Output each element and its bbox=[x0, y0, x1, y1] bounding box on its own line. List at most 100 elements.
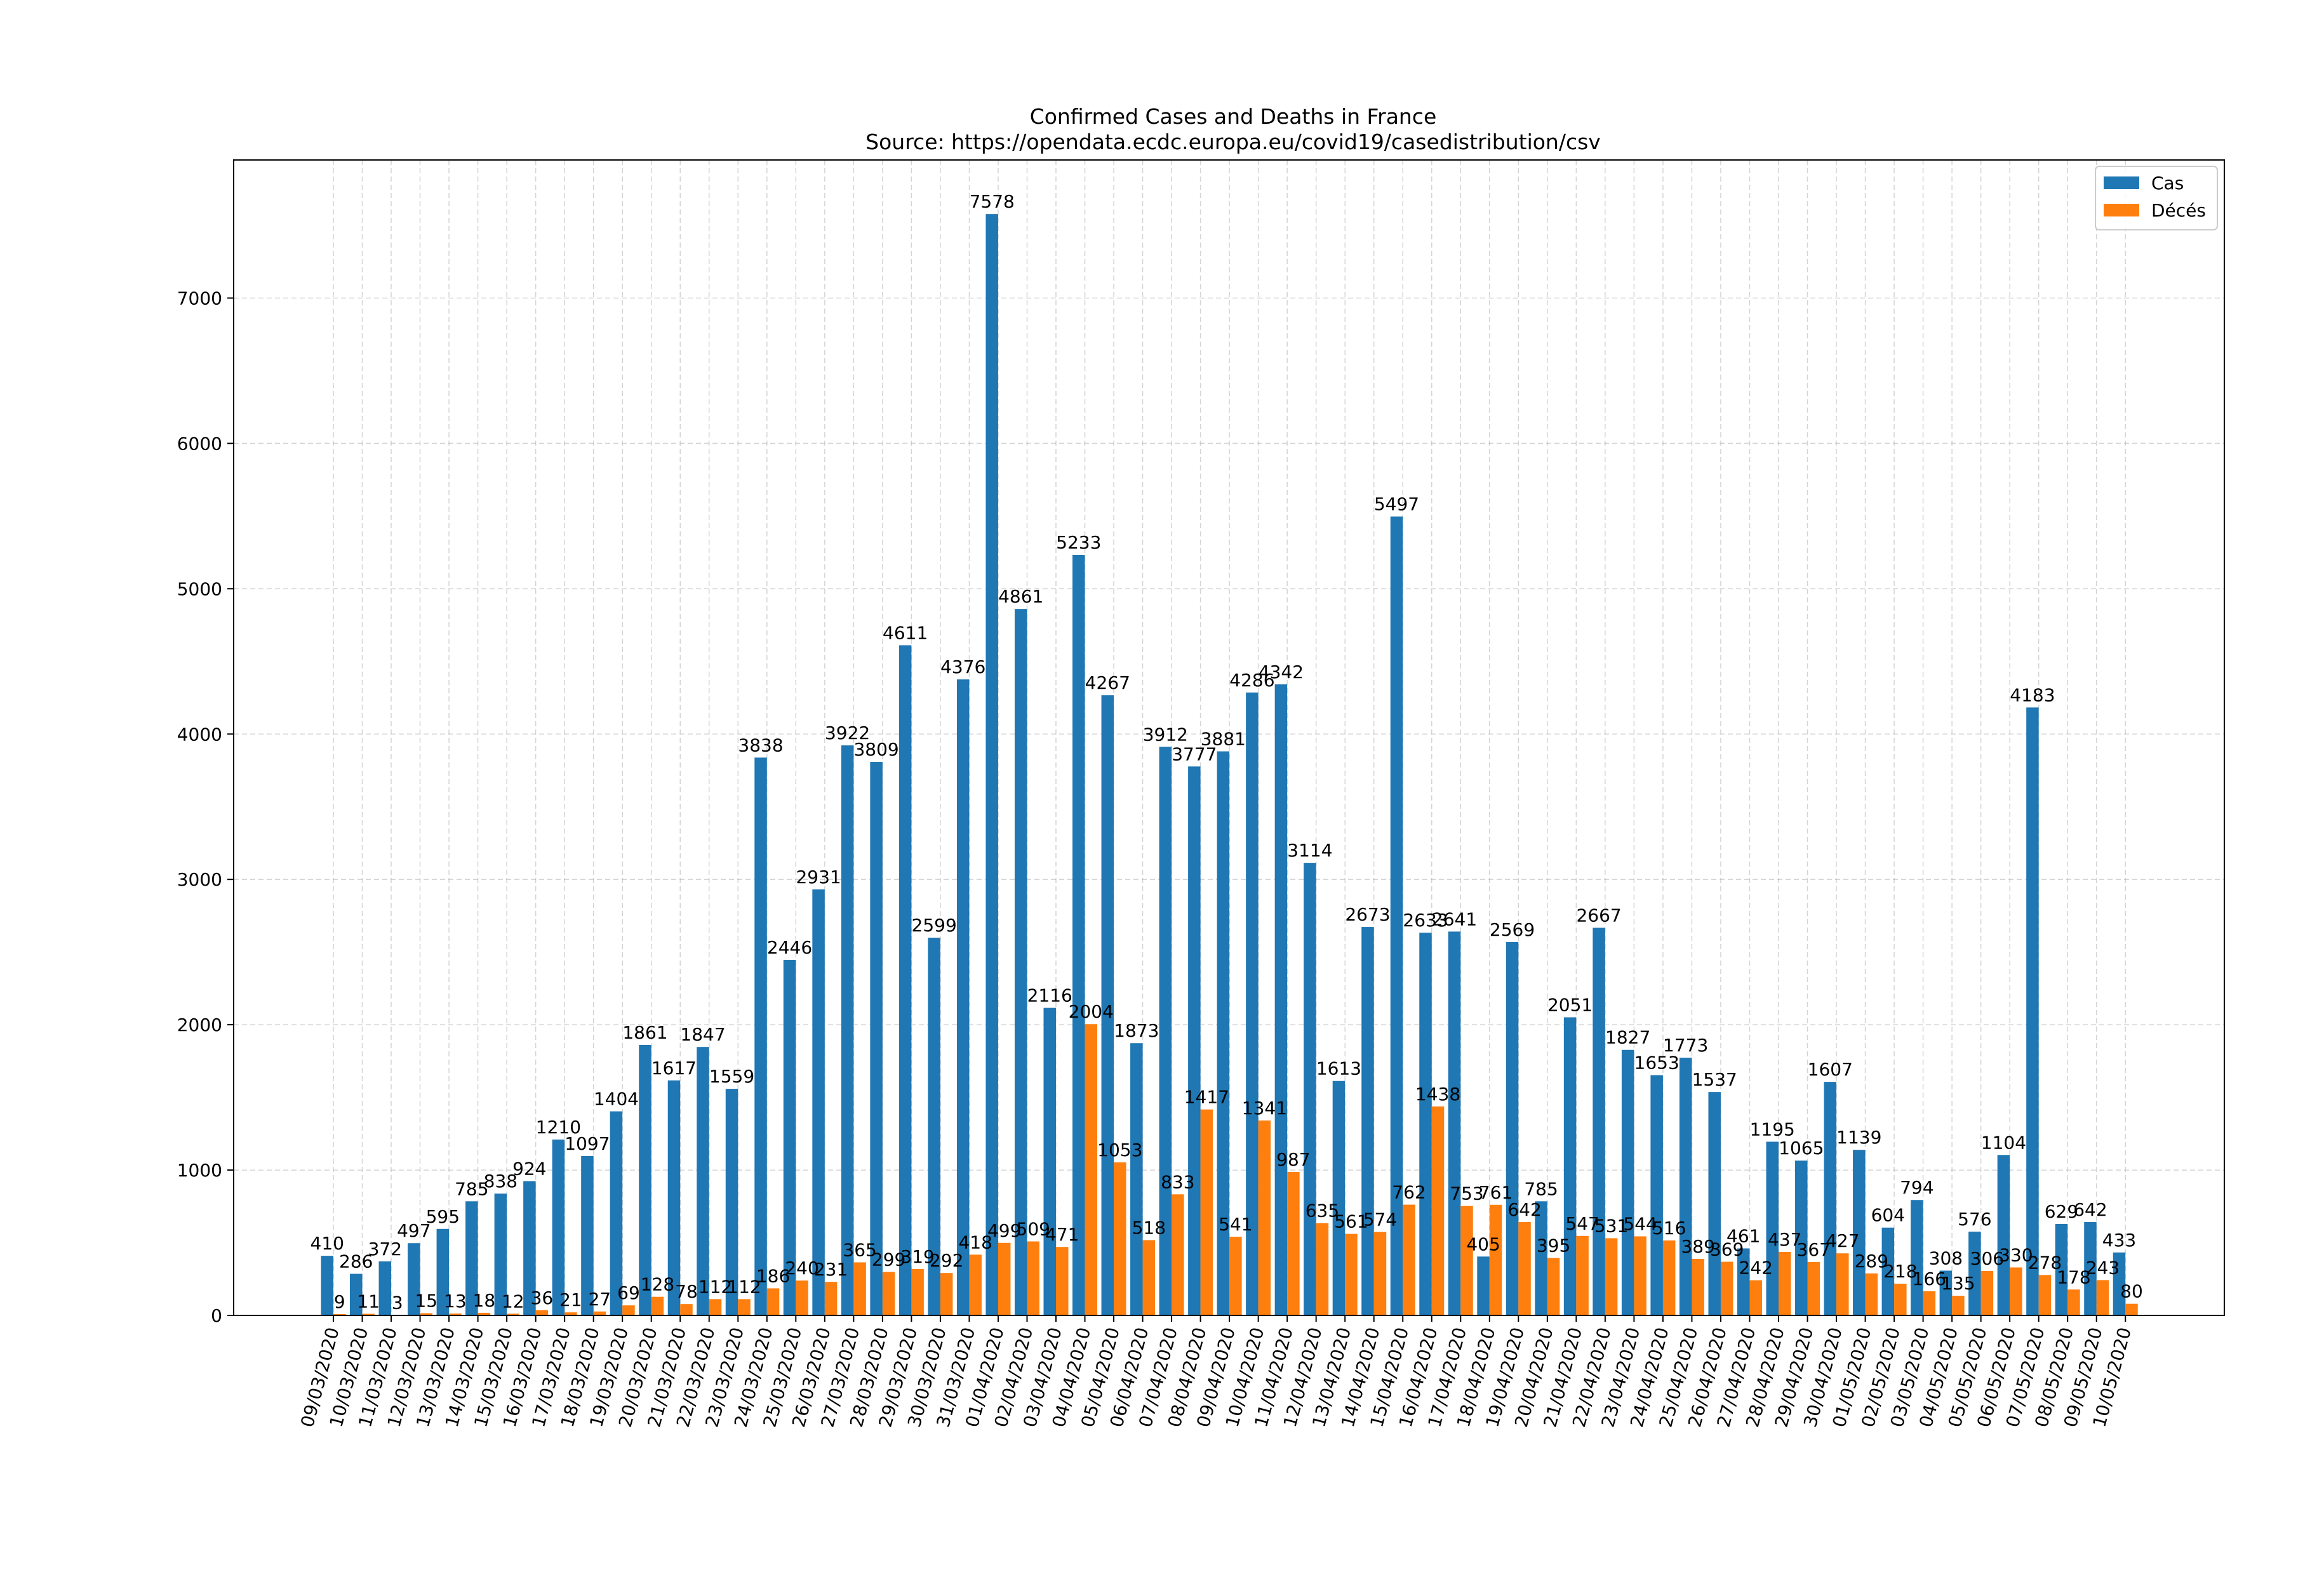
value-label-cas: 308 bbox=[1929, 1247, 1963, 1268]
bar-value-labels: 4102863724975957858389241210109714041861… bbox=[311, 191, 2143, 1313]
bar-cas bbox=[1304, 863, 1316, 1315]
value-label-deces: 299 bbox=[872, 1249, 905, 1270]
bar-cas bbox=[812, 889, 825, 1315]
value-label-deces: 13 bbox=[444, 1291, 467, 1312]
value-label-deces: 27 bbox=[589, 1289, 611, 1310]
value-label-cas: 4342 bbox=[1259, 662, 1304, 682]
y-tick-label: 6000 bbox=[177, 433, 222, 454]
value-label-deces: 2004 bbox=[1069, 1001, 1114, 1022]
value-label-cas: 405 bbox=[1466, 1234, 1500, 1254]
value-label-deces: 9 bbox=[334, 1291, 345, 1312]
bar-deces bbox=[362, 1313, 375, 1315]
bar-deces bbox=[1114, 1162, 1126, 1315]
y-tick-label: 1000 bbox=[177, 1160, 222, 1181]
legend-swatch-cas bbox=[2104, 176, 2139, 189]
value-label-cas: 1773 bbox=[1663, 1035, 1708, 1056]
value-label-deces: 112 bbox=[698, 1276, 732, 1297]
value-label-cas: 2673 bbox=[1345, 904, 1390, 925]
value-label-cas: 604 bbox=[1871, 1205, 1905, 1226]
bar-cas bbox=[1217, 751, 1230, 1315]
value-label-deces: 418 bbox=[958, 1232, 992, 1253]
value-label-cas: 1097 bbox=[564, 1133, 610, 1154]
value-label-cas: 2667 bbox=[1576, 905, 1621, 926]
bar-cas bbox=[697, 1047, 709, 1315]
bar-deces bbox=[564, 1312, 577, 1315]
bar-deces bbox=[1518, 1222, 1531, 1315]
bar-cas bbox=[667, 1080, 681, 1315]
value-label-deces: 516 bbox=[1652, 1218, 1686, 1239]
bar-cas bbox=[1795, 1160, 1808, 1315]
value-label-cas: 2569 bbox=[1490, 919, 1535, 940]
bar-deces bbox=[709, 1299, 722, 1315]
value-label-deces: 365 bbox=[843, 1239, 876, 1260]
value-label-deces: 330 bbox=[1999, 1244, 2033, 1265]
bar-deces bbox=[1779, 1251, 1791, 1315]
chart-title: Confirmed Cases and Deaths in France bbox=[1030, 104, 1437, 129]
bar-cas bbox=[408, 1243, 420, 1315]
bar-cas bbox=[1448, 931, 1461, 1315]
value-label-cas: 2116 bbox=[1027, 985, 1072, 1006]
value-label-cas: 1104 bbox=[1981, 1132, 2026, 1153]
value-label-deces: 36 bbox=[531, 1287, 554, 1308]
bar-deces bbox=[738, 1299, 751, 1315]
bar-cas bbox=[1824, 1082, 1837, 1315]
y-tick-label: 0 bbox=[211, 1305, 222, 1326]
value-label-deces: 762 bbox=[1392, 1182, 1426, 1203]
value-label-deces: 319 bbox=[900, 1246, 934, 1267]
bar-deces bbox=[622, 1305, 635, 1315]
bar-deces bbox=[593, 1311, 606, 1315]
bar-deces bbox=[1576, 1235, 1589, 1315]
bar-deces bbox=[1056, 1247, 1069, 1315]
bar-deces bbox=[1403, 1204, 1415, 1315]
value-label-deces: 240 bbox=[785, 1258, 818, 1279]
bar-deces bbox=[1316, 1223, 1329, 1315]
bar-cas bbox=[1130, 1043, 1143, 1315]
value-label-cas: 629 bbox=[2045, 1201, 2078, 1222]
value-label-deces: 1341 bbox=[1242, 1098, 1287, 1119]
value-label-deces: 178 bbox=[2057, 1267, 2090, 1287]
bar-cas bbox=[1361, 927, 1374, 1315]
bar-cas bbox=[1708, 1092, 1721, 1315]
legend-label-deces: Décés bbox=[2151, 200, 2206, 221]
value-label-cas: 410 bbox=[311, 1233, 344, 1254]
value-label-deces: 499 bbox=[987, 1220, 1021, 1241]
bar-cas bbox=[1188, 766, 1201, 1315]
bar-deces bbox=[1692, 1258, 1704, 1315]
bar-cas bbox=[523, 1181, 536, 1315]
bar-deces bbox=[507, 1313, 519, 1315]
y-tick-label: 7000 bbox=[177, 288, 222, 309]
value-label-deces: 292 bbox=[930, 1250, 963, 1271]
value-label-cas: 2051 bbox=[1547, 994, 1593, 1015]
bar-cas bbox=[2113, 1252, 2126, 1315]
value-label-deces: 427 bbox=[1826, 1230, 1859, 1251]
bar-cas bbox=[898, 645, 912, 1315]
bar-cas bbox=[1737, 1248, 1750, 1315]
value-label-cas: 924 bbox=[512, 1158, 546, 1179]
bar-deces bbox=[1634, 1236, 1646, 1315]
value-label-cas: 595 bbox=[426, 1206, 460, 1227]
value-label-cas: 372 bbox=[368, 1239, 402, 1260]
value-label-cas: 642 bbox=[2073, 1199, 2107, 1220]
bar-cas bbox=[1477, 1256, 1490, 1315]
value-label-deces: 166 bbox=[1913, 1268, 1946, 1289]
bar-cas bbox=[956, 679, 970, 1315]
bar-cas bbox=[1535, 1201, 1547, 1315]
value-label-cas: 433 bbox=[2102, 1230, 2136, 1251]
bar-deces bbox=[1142, 1240, 1156, 1315]
bar-deces bbox=[651, 1296, 664, 1315]
legend: Cas Décés bbox=[2095, 166, 2218, 230]
value-label-cas: 3922 bbox=[825, 722, 870, 743]
bar-deces bbox=[1229, 1237, 1242, 1315]
bar-cas bbox=[1593, 928, 1605, 1315]
value-label-deces: 1053 bbox=[1097, 1140, 1142, 1160]
bar-cas bbox=[841, 745, 854, 1315]
bar-deces bbox=[420, 1313, 433, 1315]
bar-cas bbox=[2055, 1224, 2068, 1315]
value-label-deces: 395 bbox=[1537, 1235, 1570, 1256]
value-label-cas: 7578 bbox=[970, 191, 1015, 212]
bar-deces bbox=[1605, 1238, 1618, 1315]
bar-cas bbox=[378, 1261, 392, 1315]
bar-cas bbox=[1043, 1007, 1056, 1315]
bar-deces bbox=[766, 1288, 780, 1315]
bar-cas bbox=[870, 762, 883, 1315]
